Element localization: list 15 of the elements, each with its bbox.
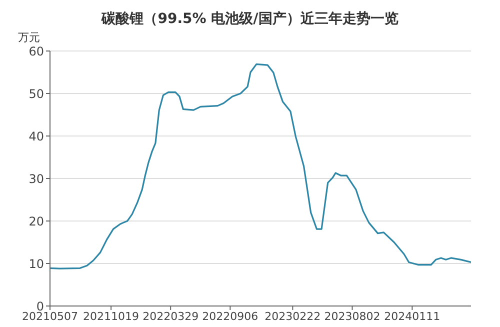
x-tick-label: 20211019 xyxy=(83,310,140,323)
x-tick-label: 20220906 xyxy=(202,310,258,323)
chart-title: 碳酸锂（99.5% 电池级/国产）近三年走势一览 xyxy=(100,10,400,29)
y-tick-label: 40 xyxy=(28,129,44,144)
y-tick-label: 10 xyxy=(28,256,44,271)
y-tick-label: 60 xyxy=(28,44,44,58)
y-tick-label: 30 xyxy=(28,172,44,186)
x-tick-label: 20240111 xyxy=(384,310,440,323)
y-tick-label: 20 xyxy=(28,214,44,228)
x-tick-label: 20230222 xyxy=(264,310,321,323)
line-series xyxy=(50,63,471,270)
y-tick-label: 50 xyxy=(28,86,44,101)
y-axis-title: 万元 xyxy=(17,30,41,46)
x-tick-label: 20220329 xyxy=(142,310,199,323)
x-tick-label: 20230802 xyxy=(324,310,380,323)
